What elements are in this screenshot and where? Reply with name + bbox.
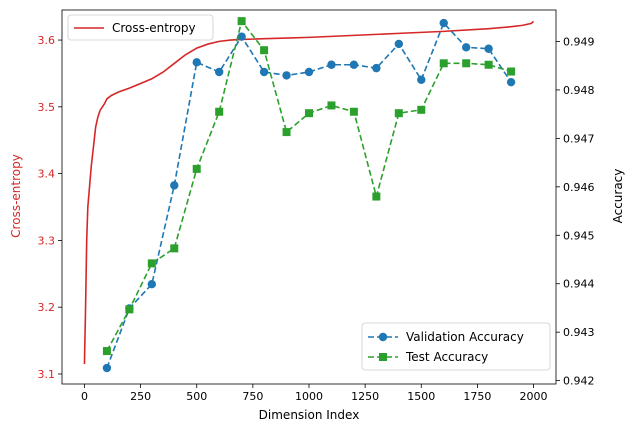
data-point-test [349,107,358,116]
data-point-test [260,46,269,55]
x-tick-label: 500 [186,390,207,403]
data-point-validation [394,39,404,49]
y-right-tick-label: 0.942 [563,375,595,388]
data-point-test [507,67,516,76]
data-point-test [372,192,381,201]
legend-marker-validation [378,332,388,342]
legend-bottom-right: Validation Accuracy Test Accuracy [361,322,551,371]
y-left-tick-label: 3.5 [38,101,56,114]
data-point-validation [259,67,269,77]
y-right-tick-label: 0.947 [563,132,595,145]
data-point-test [462,59,471,68]
x-tick-label: 1500 [407,390,435,403]
y-left-tick-label: 3.3 [38,234,56,247]
data-point-validation [192,58,201,67]
data-point-validation [327,60,336,69]
y-axis-left-label: Cross-entropy [9,154,23,238]
x-tick-label: 1750 [463,390,491,403]
y-right-tick-label: 0.946 [563,181,595,194]
data-point-validation [506,77,516,87]
legend-top-left: Cross-entropy [67,14,214,41]
y-right-tick-label: 0.948 [563,84,595,97]
data-point-validation [484,44,493,53]
data-point-test [327,101,336,110]
legend-label-cross_entropy: Cross-entropy [112,21,196,35]
data-point-test [305,109,313,118]
x-tick-label: 750 [242,390,263,403]
data-point-validation [282,71,291,80]
data-point-validation [372,63,381,73]
data-point-validation [439,18,448,28]
legend-marker-test [379,353,387,361]
legend-box [361,322,551,371]
x-tick-label: 250 [130,390,151,403]
y-right-tick-label: 0.943 [563,326,595,339]
y-left-tick-label: 3.4 [38,168,56,181]
data-point-test [125,305,134,314]
data-point-validation [237,32,246,41]
data-point-validation [461,43,471,52]
data-point-validation [214,67,224,77]
data-point-validation [304,67,314,77]
data-point-test [484,60,493,69]
y-left-tick-label: 3.1 [38,368,56,381]
data-point-validation [170,181,179,190]
data-point-validation [102,363,112,373]
data-point-test [170,244,179,253]
x-tick-label: 2000 [520,390,548,403]
y-left-tick-label: 3.6 [38,34,56,47]
x-tick-label: 0 [81,390,88,403]
data-point-validation [147,280,157,289]
data-point-test [147,259,156,268]
data-point-test [439,59,448,68]
y-left-tick-label: 3.2 [38,301,56,314]
x-tick-label: 1250 [351,390,379,403]
y-right-tick-label: 0.944 [563,278,595,291]
data-point-validation [417,75,426,84]
data-point-test [215,107,224,116]
legend-box [67,14,214,41]
y-right-tick-label: 0.945 [563,229,595,242]
data-point-test [192,164,201,173]
y-right-tick-label: 0.949 [563,35,595,48]
legend-label-test: Test Accuracy [405,350,488,364]
legend-label-validation: Validation Accuracy [406,330,524,344]
data-point-test [102,347,111,356]
y-axis-right-label: Accuracy [611,169,625,224]
x-tick-label: 1000 [295,390,323,403]
data-point-test [282,128,291,137]
series-line-cross_entropy [83,20,535,364]
data-point-test [417,105,426,114]
data-point-test [394,109,403,118]
x-axis-label: Dimension Index [259,408,360,422]
data-point-validation [349,60,359,69]
data-point-test [237,17,246,26]
